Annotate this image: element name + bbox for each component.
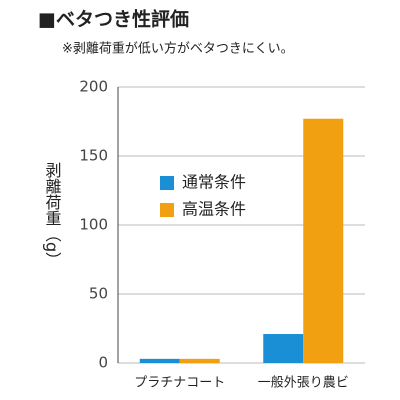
legend-swatch	[160, 203, 174, 217]
legend-swatch	[160, 176, 174, 190]
bar	[179, 358, 220, 363]
bar	[263, 334, 304, 363]
bar	[139, 358, 180, 363]
y-tick-label: 150	[79, 147, 108, 165]
y-tick-label: 200	[79, 78, 108, 96]
y-tick-label: 0	[98, 354, 108, 372]
legend-label: 高温条件	[182, 200, 246, 219]
y-axis-label: 剥離荷重（g）	[43, 162, 62, 268]
y-tick-label: 100	[79, 216, 108, 234]
x-tick-label: プラチナコート	[134, 376, 225, 391]
bar	[303, 118, 344, 364]
y-tick-label: 50	[89, 285, 108, 303]
chart-title: ■ベタつき性評価	[38, 8, 189, 31]
legend-label: 通常条件	[182, 173, 246, 192]
x-tick-label: 一般外張り農ビ	[258, 375, 349, 391]
chart-subtitle: ※剥離荷重が低い方がベタつきにくい。	[62, 41, 294, 57]
